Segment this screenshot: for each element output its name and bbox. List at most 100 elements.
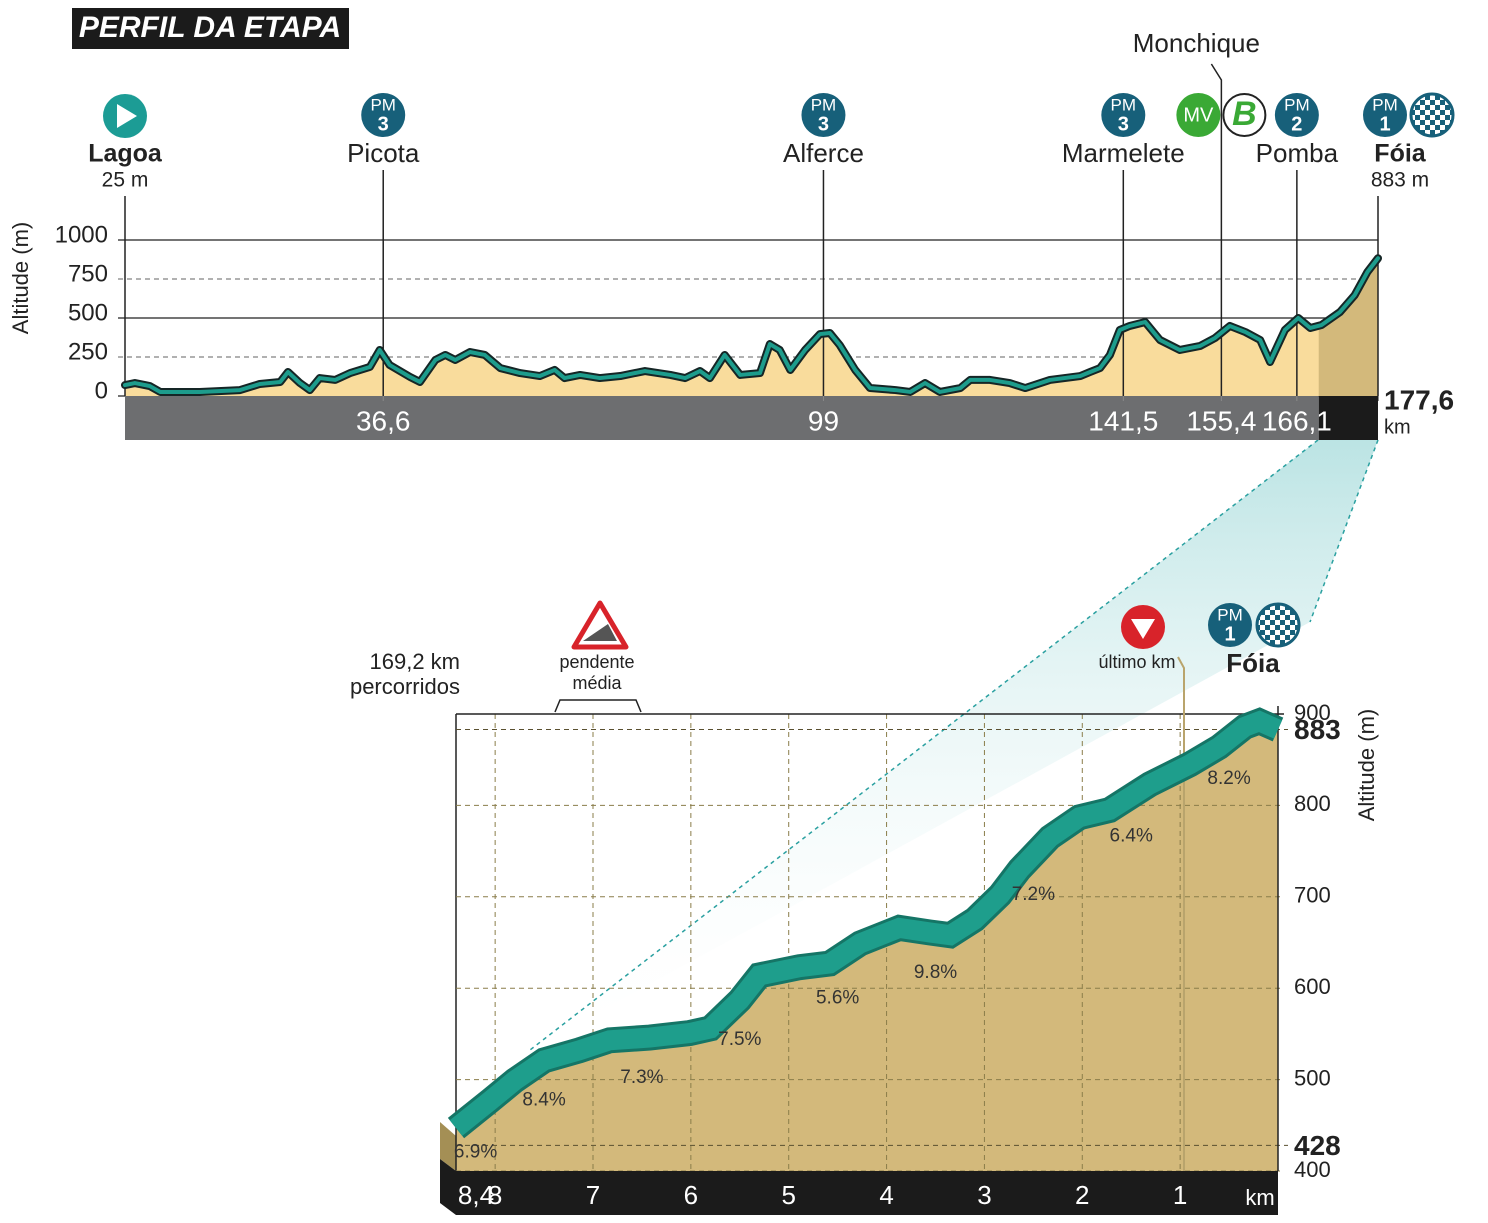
waypoint-name: Marmelete — [1062, 138, 1185, 168]
gradient-title: média — [572, 673, 622, 693]
pm-badge — [1274, 93, 1319, 137]
badge-text: MV — [1183, 104, 1214, 126]
y-tick-label: 800 — [1294, 791, 1331, 816]
bonus-badge — [1222, 93, 1267, 137]
y-tick-label: 1000 — [55, 221, 108, 248]
pm-badge — [361, 93, 406, 137]
y-tick-label: 500 — [1294, 1065, 1331, 1090]
start-note: percorridos — [350, 674, 460, 699]
y-tick-label: 750 — [68, 260, 108, 287]
x-tick-label: 177,6 — [1384, 384, 1454, 415]
zoom-connector — [530, 440, 1378, 1050]
y-tick-label: 700 — [1294, 883, 1331, 908]
gradient-label: 8.4% — [522, 1089, 565, 1110]
badge-text: PM — [1217, 605, 1243, 624]
badge-category: 1 — [1379, 113, 1390, 135]
y-tick-label: 250 — [68, 338, 108, 365]
finish-flag — [1409, 92, 1455, 138]
x-tick-label: 4 — [879, 1180, 893, 1210]
waypoint-name: Lagoa — [88, 140, 163, 168]
pm-badge — [1208, 603, 1252, 647]
gradient-label: 7.5% — [718, 1029, 761, 1050]
gradient-label: 5.6% — [816, 987, 859, 1008]
page-title: PERFIL DA ETAPA — [79, 11, 341, 44]
x-tick-label: 166,1 — [1262, 405, 1332, 436]
x-tick-label: 36,6 — [356, 405, 411, 436]
waypoint-altitude: 25 m — [102, 169, 149, 192]
pm-badge — [1101, 93, 1146, 137]
waypoint-name: Monchique — [1133, 28, 1260, 58]
x-tick-label: 141,5 — [1088, 405, 1158, 436]
gradient-label: 7.2% — [1012, 884, 1055, 905]
pm-badge — [801, 93, 846, 137]
profile-area-final — [1318, 258, 1378, 396]
gradient-label: 8.2% — [1207, 768, 1250, 789]
km-bar — [125, 396, 1319, 440]
start-note: 169,2 km — [370, 649, 461, 674]
badge-text: PM — [1372, 95, 1398, 114]
zoom-line — [529, 439, 1319, 1051]
x-unit: km — [1384, 416, 1411, 438]
start-arrow — [117, 104, 137, 128]
profile-line — [123, 256, 1380, 394]
profile-band — [449, 710, 1283, 1136]
km-bar-final — [1318, 396, 1378, 440]
y-tick-label: 0 — [95, 377, 108, 404]
badge-category: 1 — [1224, 623, 1235, 645]
finish-name: Fóia — [1226, 648, 1280, 678]
warning-slope — [583, 624, 617, 641]
badge-category: 3 — [1118, 113, 1129, 135]
reference-label: 428 — [1294, 1130, 1341, 1161]
gradient-label: 9.8% — [914, 962, 957, 983]
km-bar — [440, 1159, 1278, 1215]
x-tick-label: 6 — [684, 1180, 698, 1210]
waypoint-name: Alferce — [783, 138, 864, 168]
x-tick-label: 5 — [781, 1180, 795, 1210]
gradient-label: 7.3% — [620, 1067, 663, 1088]
y-axis-title: Altitude (m) — [1354, 709, 1379, 821]
x-tick-label: 99 — [808, 405, 839, 436]
y-tick-label: 900 — [1294, 700, 1331, 725]
x-tick-label: 2 — [1075, 1180, 1089, 1210]
x-tick-label: 3 — [977, 1180, 991, 1210]
x-tick-label: 8,4 — [458, 1180, 494, 1210]
bracket — [554, 699, 642, 713]
badge-category: 3 — [818, 113, 829, 135]
gradient-title: pendente — [559, 652, 634, 672]
last-km-label: último km — [1098, 652, 1175, 672]
profile-side — [440, 1122, 456, 1171]
last-km-arrow — [1131, 619, 1155, 639]
finish-flag — [1255, 602, 1301, 648]
badge-text: PM — [1111, 95, 1137, 114]
leader-line — [1210, 63, 1223, 396]
waypoint-name: Picota — [347, 138, 420, 168]
gradient-label: 6.9% — [454, 1141, 497, 1162]
y-tick-label: 600 — [1294, 974, 1331, 999]
badge-text: PM — [370, 95, 396, 114]
x-tick-label: 8 — [488, 1180, 502, 1210]
sprint-badge — [1176, 93, 1221, 137]
gradient-label: 6.4% — [1110, 825, 1153, 846]
waypoint-altitude: 883 m — [1371, 169, 1429, 192]
badge-text: PM — [811, 95, 837, 114]
y-tick-label: 400 — [1294, 1157, 1331, 1182]
last-km-line — [1177, 656, 1185, 1171]
reference-label: 883 — [1294, 714, 1341, 745]
x-tick-label: 1 — [1173, 1180, 1187, 1210]
badge-category: 3 — [378, 113, 389, 135]
title-box — [72, 8, 349, 49]
zoom-line — [1309, 439, 1379, 623]
badge-text: B — [1232, 95, 1257, 133]
y-tick-label: 500 — [68, 299, 108, 326]
waypoint-name: Fóia — [1374, 140, 1426, 168]
waypoint-name: Pomba — [1256, 138, 1339, 168]
x-tick-label: 7 — [586, 1180, 600, 1210]
x-unit: km — [1245, 1185, 1274, 1210]
y-axis-title: Altitude (m) — [8, 222, 33, 334]
x-tick-label: 155,4 — [1186, 405, 1256, 436]
badge-category: 2 — [1291, 113, 1302, 135]
pm-badge — [1363, 93, 1407, 137]
badge-text: PM — [1284, 95, 1310, 114]
